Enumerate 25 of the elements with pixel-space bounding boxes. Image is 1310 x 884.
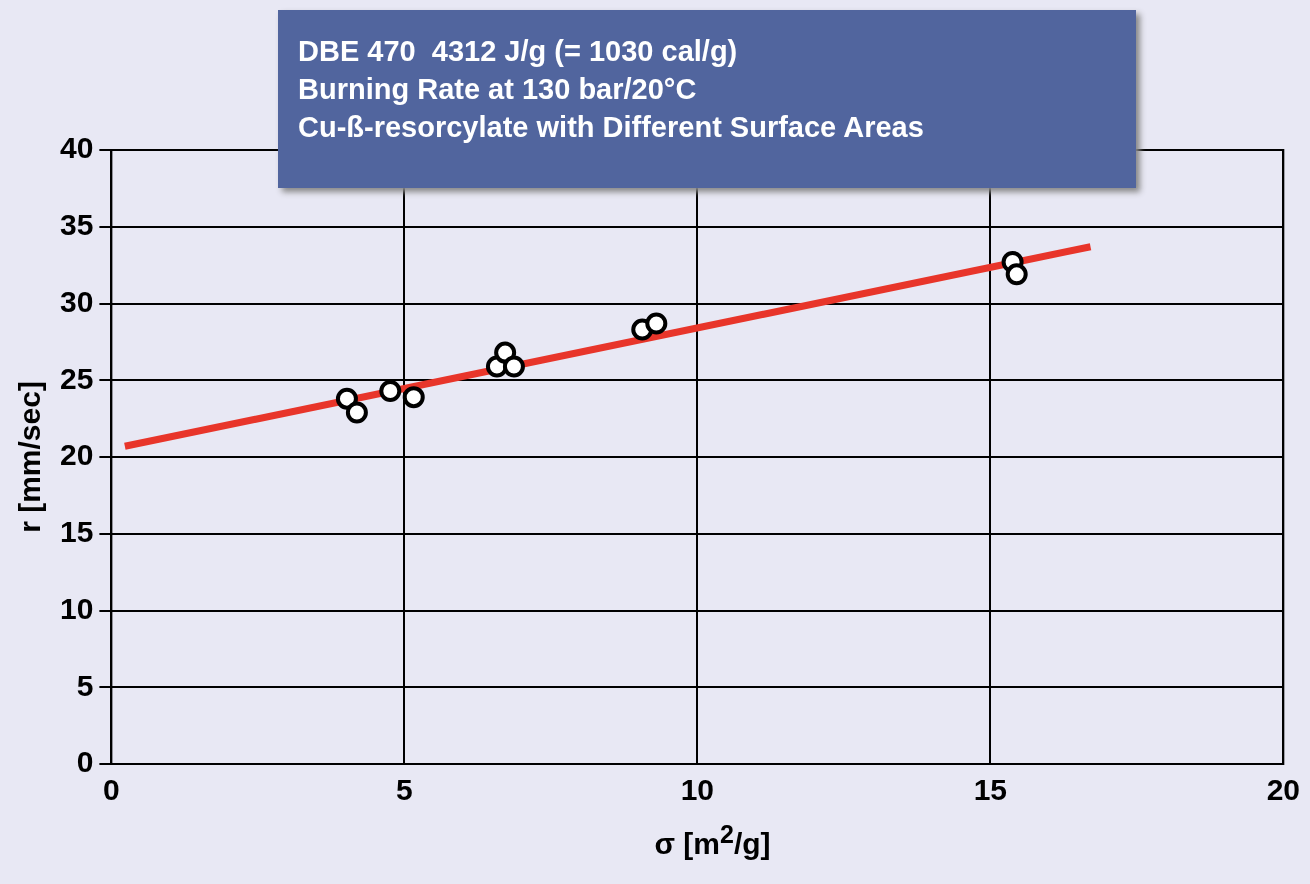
y-tick-label: 25	[59, 361, 94, 395]
point	[1005, 263, 1028, 286]
y-tick-label: 5	[76, 668, 94, 702]
y-tick-label: 0	[76, 745, 94, 779]
x-tick-label: 5	[396, 773, 413, 807]
point	[335, 387, 358, 410]
x-tick-label: 15	[973, 773, 1008, 807]
y-tick-label: 20	[59, 438, 94, 472]
y-axis-title: r [mm/sec]	[13, 381, 47, 533]
y-tick-label: 10	[59, 591, 94, 625]
x-axis-title: σ [m$^{2}$/g]	[653, 820, 772, 861]
point	[379, 380, 402, 402]
x-tick-label: 0	[103, 773, 120, 807]
x-tick-label: 10	[680, 773, 715, 807]
x-tick-label: 20	[1266, 773, 1300, 807]
y-tick-label: 30	[59, 284, 94, 318]
point	[502, 355, 525, 378]
point	[345, 401, 368, 424]
point	[645, 312, 668, 335]
y-tick-label: 15	[59, 515, 94, 549]
chart-title: DBE 470 4312 J/g (= 1030 cal/g)	[298, 34, 739, 69]
point	[402, 386, 425, 409]
chart-subtitle: Burning Rate at 130 bar/20°C Cu-ß-resorcylate with Different Surface Areas	[298, 72, 924, 145]
y-tick-label: 40	[59, 131, 94, 165]
y-tick-label: 35	[59, 208, 94, 242]
